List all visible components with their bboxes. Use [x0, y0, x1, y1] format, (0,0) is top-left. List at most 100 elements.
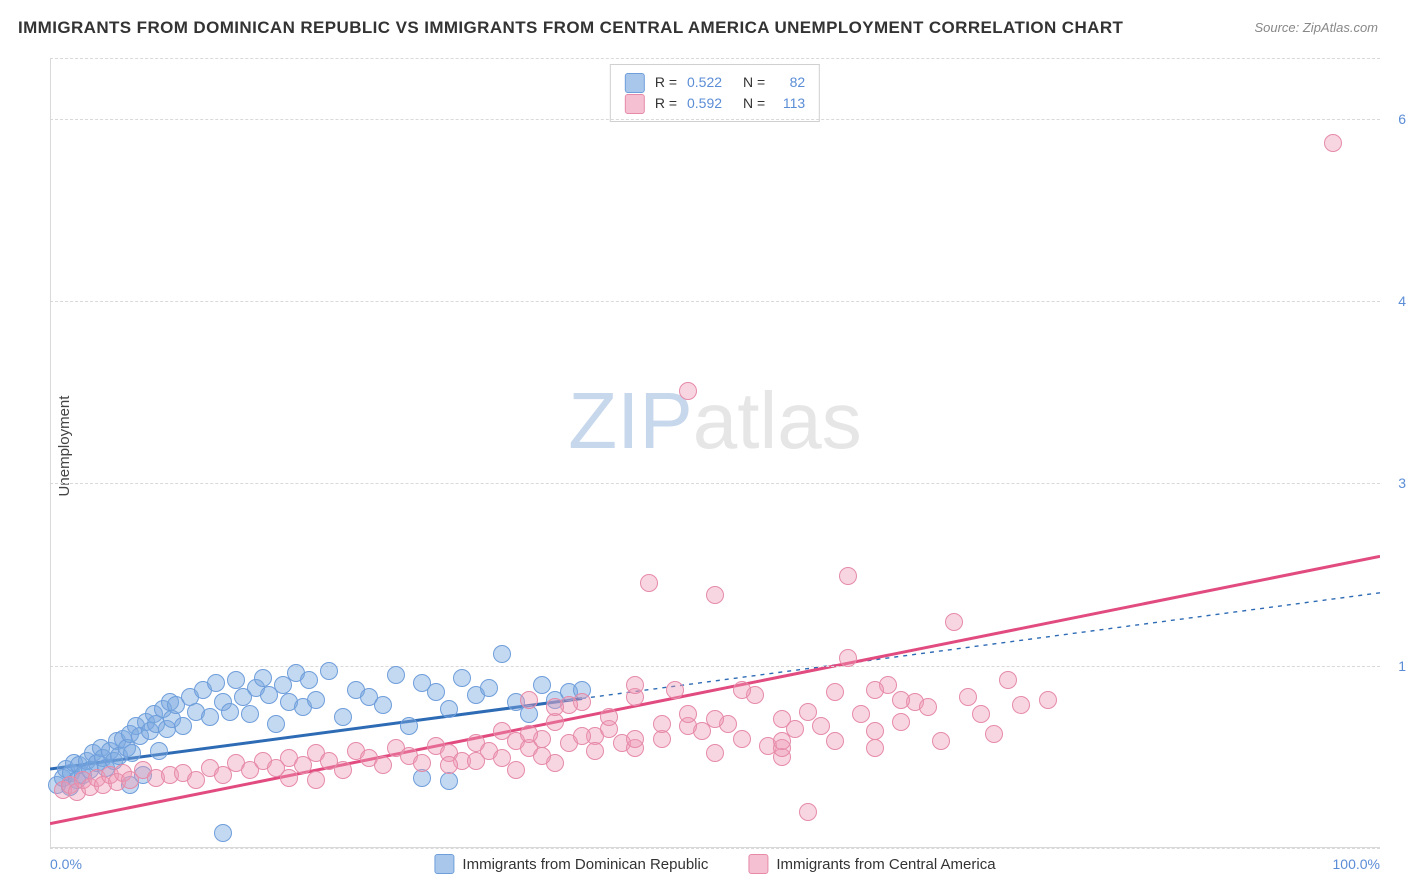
data-point-dominican [440, 700, 458, 718]
y-tick-label: 60.0% [1398, 111, 1406, 127]
x-tick-label: 0.0% [50, 856, 82, 872]
y-tick-label: 30.0% [1398, 475, 1406, 491]
data-point-dominican [214, 824, 232, 842]
data-point-central_america [573, 727, 591, 745]
data-point-central_america [919, 698, 937, 716]
series-swatch [434, 854, 454, 874]
data-point-dominican [300, 671, 318, 689]
data-point-dominican [241, 705, 259, 723]
plot-area: ZIPatlas R =0.522N =82R =0.592N =113 Imm… [50, 58, 1380, 848]
data-point-central_america [413, 754, 431, 772]
series-legend: Immigrants from Dominican Republic Immigr… [434, 854, 995, 874]
legend-r-value: 0.522 [687, 72, 733, 93]
data-point-central_america [706, 744, 724, 762]
data-point-dominican [150, 742, 168, 760]
data-point-dominican [453, 669, 471, 687]
data-point-central_america [467, 752, 485, 770]
data-point-central_america [280, 769, 298, 787]
data-point-dominican [334, 708, 352, 726]
data-point-central_america [374, 756, 392, 774]
grid-line [50, 58, 1380, 59]
legend-r-label: R = [655, 93, 677, 114]
legend-r-value: 0.592 [687, 93, 733, 114]
data-point-dominican [533, 676, 551, 694]
data-point-central_america [999, 671, 1017, 689]
data-point-central_america [600, 708, 618, 726]
data-point-central_america [640, 574, 658, 592]
data-point-central_america [706, 586, 724, 604]
legend-n-label: N = [743, 72, 765, 93]
data-point-central_america [626, 676, 644, 694]
data-point-dominican [493, 645, 511, 663]
data-point-central_america [533, 747, 551, 765]
grid-line [50, 848, 1380, 849]
data-point-central_america [866, 722, 884, 740]
data-point-central_america [679, 705, 697, 723]
series-label: Immigrants from Central America [776, 856, 995, 873]
data-point-central_america [799, 803, 817, 821]
data-point-dominican [440, 772, 458, 790]
data-point-central_america [972, 705, 990, 723]
legend-n-value: 113 [775, 93, 805, 114]
y-tick-label: 45.0% [1398, 293, 1406, 309]
data-point-dominican [201, 708, 219, 726]
data-point-dominican [427, 683, 445, 701]
data-point-dominican [174, 717, 192, 735]
grid-line [50, 119, 1380, 120]
data-point-dominican [307, 691, 325, 709]
data-point-central_america [493, 722, 511, 740]
data-point-central_america [653, 715, 671, 733]
legend-row-central_america: R =0.592N =113 [625, 93, 805, 114]
data-point-central_america [866, 739, 884, 757]
grid-line [50, 483, 1380, 484]
series-legend-item-dominican: Immigrants from Dominican Republic [434, 854, 708, 874]
watermark: ZIPatlas [568, 375, 861, 467]
legend-row-dominican: R = 0.522 N = 82 [625, 72, 805, 93]
data-point-central_america [773, 732, 791, 750]
data-point-central_america [733, 730, 751, 748]
data-point-central_america [586, 742, 604, 760]
data-point-central_america [852, 705, 870, 723]
watermark-zip: ZIP [568, 376, 692, 465]
data-point-central_america [626, 730, 644, 748]
data-point-central_america [546, 698, 564, 716]
legend-swatch [625, 94, 645, 114]
trend-lines-svg [50, 58, 1380, 848]
data-point-central_america [812, 717, 830, 735]
data-point-dominican [207, 674, 225, 692]
data-point-central_america [839, 649, 857, 667]
data-point-central_america [799, 703, 817, 721]
data-point-dominican [227, 671, 245, 689]
legend-r-label: R = [655, 72, 677, 93]
y-axis-line [50, 58, 51, 848]
data-point-dominican [267, 715, 285, 733]
data-point-dominican [387, 666, 405, 684]
data-point-central_america [826, 732, 844, 750]
data-point-central_america [666, 681, 684, 699]
data-point-central_america [733, 681, 751, 699]
grid-line [50, 666, 1380, 667]
data-point-dominican [480, 679, 498, 697]
data-point-central_america [826, 683, 844, 701]
data-point-central_america [520, 725, 538, 743]
chart-title: IMMIGRANTS FROM DOMINICAN REPUBLIC VS IM… [18, 18, 1123, 38]
data-point-central_america [1324, 134, 1342, 152]
data-point-central_america [959, 688, 977, 706]
data-point-central_america [520, 691, 538, 709]
data-point-central_america [1012, 696, 1030, 714]
data-point-central_america [679, 382, 697, 400]
data-point-central_america [985, 725, 1003, 743]
grid-line [50, 301, 1380, 302]
y-tick-label: 15.0% [1398, 658, 1406, 674]
data-point-central_america [892, 691, 910, 709]
data-point-central_america [1039, 691, 1057, 709]
legend-n-value: 82 [775, 72, 805, 93]
x-tick-label: 100.0% [1333, 856, 1380, 872]
data-point-central_america [839, 567, 857, 585]
data-point-central_america [307, 771, 325, 789]
data-point-dominican [254, 669, 272, 687]
data-point-central_america [932, 732, 950, 750]
series-swatch [748, 854, 768, 874]
data-point-central_america [334, 761, 352, 779]
data-point-central_america [507, 761, 525, 779]
